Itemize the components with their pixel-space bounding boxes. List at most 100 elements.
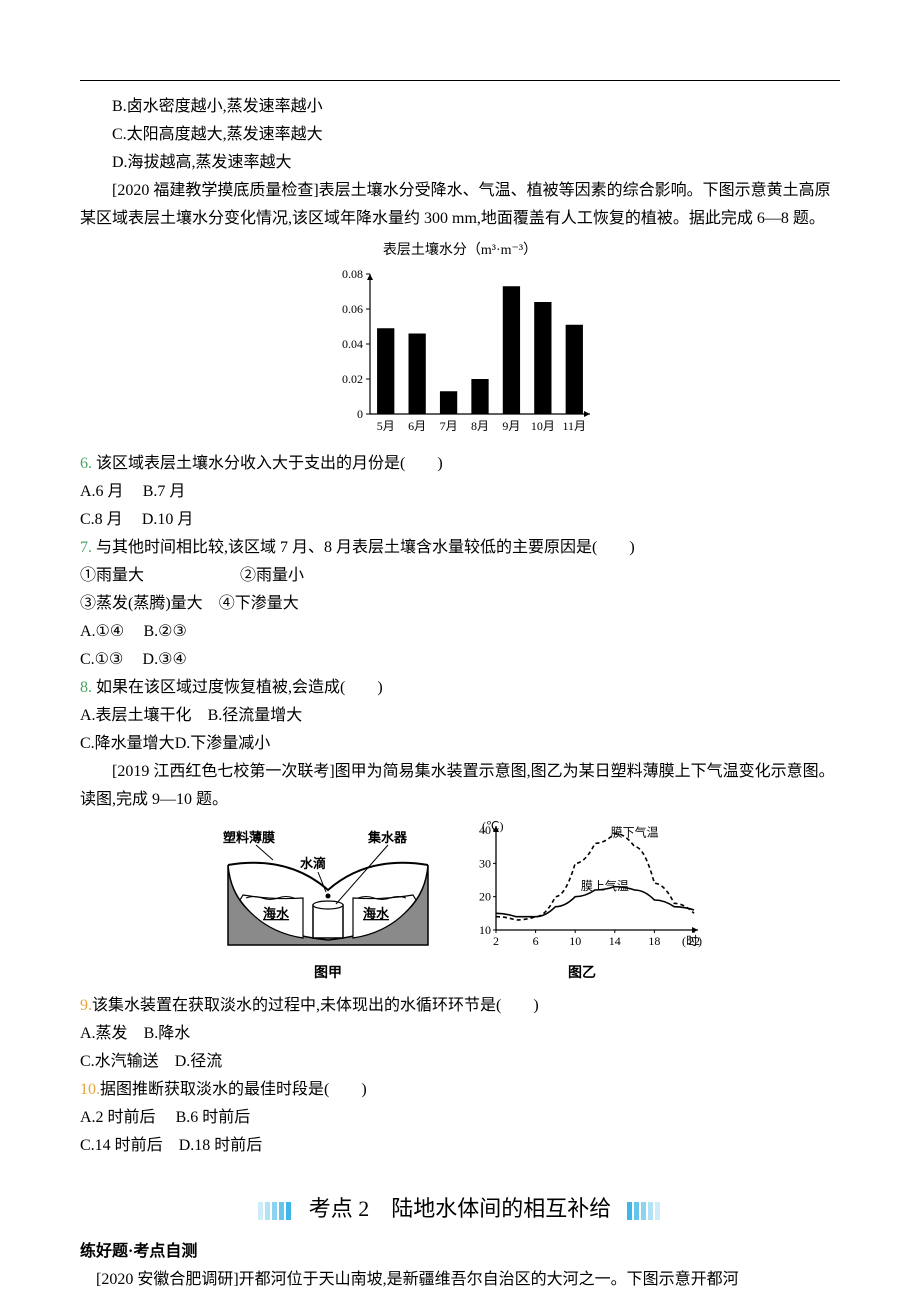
topic-prefix: 考点 2 <box>309 1196 370 1221</box>
q7-optsCD: C.①③ D.③④ <box>80 646 840 674</box>
option-d: D.海拔越高,蒸发速率越大 <box>80 149 840 177</box>
fig-yi-wrap: 102030402610141822(℃)(时)膜下气温膜上气温 图乙 <box>462 820 702 987</box>
q10-optsAB: A.2 时前后 B.6 时前后 <box>80 1104 840 1132</box>
q8-D: D.下渗量减小 <box>175 735 271 752</box>
svg-text:11月: 11月 <box>563 419 587 433</box>
q9-B: B.降水 <box>144 1025 191 1042</box>
topic-heading: 考点 2 陆地水体间的相互补给 <box>80 1188 840 1228</box>
figure-row: 塑料薄膜集水器水滴海水海水 图甲 102030402610141822(℃)(时… <box>80 820 840 987</box>
q6-num: 6. <box>80 455 92 472</box>
q8-num: 8. <box>80 679 92 696</box>
q7-C: C.①③ <box>80 651 123 668</box>
q7-c3: ③蒸发(蒸腾)量大 <box>80 595 203 612</box>
svg-text:海水: 海水 <box>263 906 290 921</box>
q7-c12: ①雨量大 ②雨量小 <box>80 562 840 590</box>
svg-text:0.02: 0.02 <box>342 372 363 386</box>
q10-text: 据图推断获取淡水的最佳时段是( ) <box>100 1081 367 1098</box>
top-rule <box>80 80 840 81</box>
svg-text:30: 30 <box>479 856 491 870</box>
svg-text:9月: 9月 <box>502 419 520 433</box>
stripes-right <box>627 1190 662 1229</box>
q8-B: B.径流量增大 <box>208 707 303 724</box>
q9-text: 该集水装置在获取淡水的过程中,未体现出的水循环环节是( ) <box>92 997 539 1014</box>
q7-B: B.②③ <box>143 623 186 640</box>
subhead: 练好题·考点自测 <box>80 1238 840 1266</box>
svg-text:5月: 5月 <box>377 419 395 433</box>
svg-text:膜上气温: 膜上气温 <box>581 878 629 893</box>
svg-text:0.06: 0.06 <box>342 302 363 316</box>
q7-c4: ④下渗量大 <box>219 595 299 612</box>
q9-num: 9. <box>80 997 92 1014</box>
topic-title: 陆地水体间的相互补给 <box>369 1196 611 1221</box>
svg-text:(℃): (℃) <box>482 820 503 833</box>
svg-text:0.04: 0.04 <box>342 337 363 351</box>
q10-B: B.6 时前后 <box>176 1109 251 1126</box>
svg-text:8月: 8月 <box>471 419 489 433</box>
q8-optsCD: C.降水量增大D.下渗量减小 <box>80 730 840 758</box>
q7-num: 7. <box>80 539 92 556</box>
fig-yi-svg: 102030402610141822(℃)(时)膜下气温膜上气温 <box>462 820 702 950</box>
q6-optsCD: C.8 月 D.10 月 <box>80 506 840 534</box>
svg-text:水滴: 水滴 <box>300 856 326 871</box>
q10-A: A.2 时前后 <box>80 1109 156 1126</box>
q8-stem: 8. 如果在该区域过度恢复植被,会造成( ) <box>80 674 840 702</box>
soil-moisture-chart: 表层土壤水分（m³·m⁻³） 00.020.040.060.085月6月7月8月… <box>80 239 840 446</box>
svg-text:海水: 海水 <box>363 906 390 921</box>
q9-A: A.蒸发 <box>80 1025 128 1042</box>
q6-optsAB: A.6 月 B.7 月 <box>80 478 840 506</box>
q7-optsAB: A.①④ B.②③ <box>80 618 840 646</box>
svg-text:6月: 6月 <box>408 419 426 433</box>
q9-D: D.径流 <box>175 1053 223 1070</box>
q8-optsAB: A.表层土壤干化 B.径流量增大 <box>80 702 840 730</box>
q6-D: D.10 月 <box>142 511 194 528</box>
option-c: C.太阳高度越大,蒸发速率越大 <box>80 121 840 149</box>
q10-C: C.14 时前后 <box>80 1137 163 1154</box>
svg-text:0: 0 <box>357 407 363 421</box>
q6-stem: 6. 该区域表层土壤水分收入大于支出的月份是( ) <box>80 450 840 478</box>
q6-B: B.7 月 <box>143 483 186 500</box>
chart1-svg: 0 0.02 0.04 0.06 0.08 5月 6月 7月 8月 9月 10月 11月 <box>320 266 600 436</box>
q7-stem: 7. 与其他时间相比较,该区域 7 月、8 月表层土壤含水量较低的主要原因是( … <box>80 534 840 562</box>
svg-text:膜下气温: 膜下气温 <box>611 824 659 839</box>
q10-D: D.18 时前后 <box>179 1137 263 1154</box>
fig-yi-caption: 图乙 <box>462 962 702 987</box>
svg-text:10月: 10月 <box>531 419 555 433</box>
svg-text:10: 10 <box>569 934 581 948</box>
svg-text:2: 2 <box>493 934 499 948</box>
svg-text:6: 6 <box>533 934 539 948</box>
q8-text: 如果在该区域过度恢复植被,会造成( ) <box>92 679 383 696</box>
intro3: [2020 安徽合肥调研]开都河位于天山南坡,是新疆维吾尔自治区的大河之一。下图… <box>80 1266 840 1294</box>
svg-text:20: 20 <box>479 889 491 903</box>
svg-text:7月: 7月 <box>440 419 458 433</box>
intro-q9-10: [2019 江西红色七校第一次联考]图甲为简易集水装置示意图,图乙为某日塑料薄膜… <box>80 758 840 814</box>
q7-c1: ①雨量大 <box>80 567 144 584</box>
q9-stem: 9.该集水装置在获取淡水的过程中,未体现出的水循环环节是( ) <box>80 992 840 1020</box>
q9-C: C.水汽输送 <box>80 1053 159 1070</box>
q7-c2: ②雨量小 <box>240 567 304 584</box>
q6-C: C.8 月 <box>80 511 123 528</box>
svg-text:14: 14 <box>609 934 621 948</box>
svg-text:18: 18 <box>648 934 660 948</box>
fig-jia-caption: 图甲 <box>218 962 438 987</box>
intro-q6-8: [2020 福建教学摸底质量检查]表层土壤水分受降水、气温、植被等因素的综合影响… <box>80 177 840 233</box>
q9-optsAB: A.蒸发 B.降水 <box>80 1020 840 1048</box>
q10-num: 10. <box>80 1081 100 1098</box>
stripes-left <box>258 1190 293 1229</box>
q7-D: D.③④ <box>143 651 187 668</box>
q6-A: A.6 月 <box>80 483 124 500</box>
q7-text: 与其他时间相比较,该区域 7 月、8 月表层土壤含水量较低的主要原因是( ) <box>92 539 635 556</box>
svg-text:0.08: 0.08 <box>342 267 363 281</box>
q6-text: 该区域表层土壤水分收入大于支出的月份是( ) <box>92 455 443 472</box>
q9-optsCD: C.水汽输送 D.径流 <box>80 1048 840 1076</box>
svg-text:(时): (时) <box>682 934 702 948</box>
q10-stem: 10.据图推断获取淡水的最佳时段是( ) <box>80 1076 840 1104</box>
svg-text:塑料薄膜: 塑料薄膜 <box>223 830 275 845</box>
q8-C: C.降水量增大 <box>80 735 175 752</box>
q8-A: A.表层土壤干化 <box>80 707 192 724</box>
q10-optsCD: C.14 时前后 D.18 时前后 <box>80 1132 840 1160</box>
fig-jia-wrap: 塑料薄膜 集水器水滴海水 海水 图甲 <box>218 820 438 987</box>
q7-c34: ③蒸发(蒸腾)量大 ④下渗量大 <box>80 590 840 618</box>
svg-text:10: 10 <box>479 923 491 937</box>
svg-text:集水器: 集水器 <box>367 830 408 845</box>
q7-A: A.①④ <box>80 623 124 640</box>
